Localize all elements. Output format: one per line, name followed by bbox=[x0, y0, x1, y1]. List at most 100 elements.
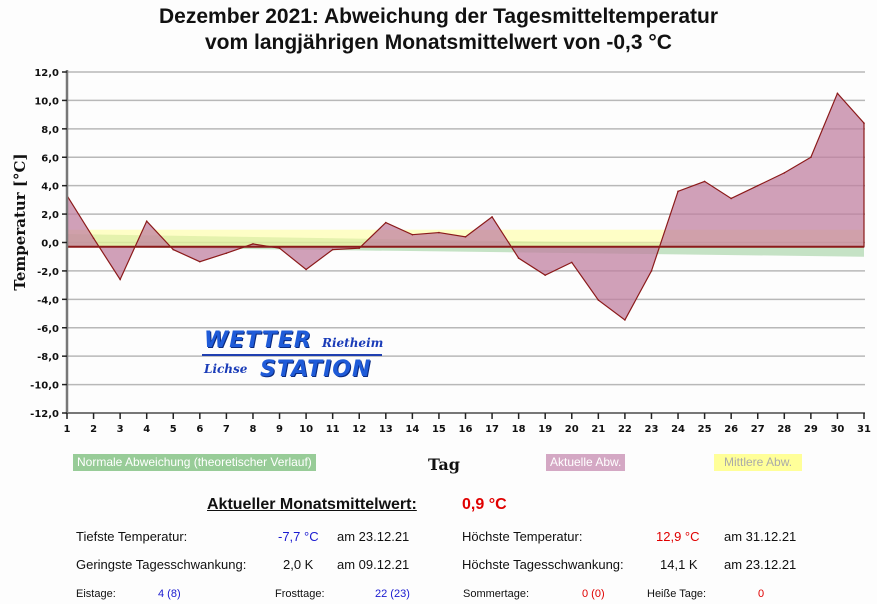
y-tick-label: 8,0 bbox=[41, 125, 59, 136]
data-point bbox=[730, 197, 732, 200]
x-tick-label: 14 bbox=[405, 424, 419, 435]
x-tick-label: 1 bbox=[64, 424, 71, 435]
x-tick-label: 12 bbox=[352, 424, 366, 435]
min-range-date: am 09.12.21 bbox=[337, 557, 410, 572]
data-point bbox=[570, 261, 573, 264]
max-range-value: 14,1 K bbox=[660, 557, 698, 572]
hot-days-label: Heiße Tage: bbox=[647, 588, 707, 600]
summer-days-value: 0 (0) bbox=[582, 588, 605, 600]
data-point bbox=[358, 247, 361, 249]
data-point bbox=[836, 92, 839, 95]
y-tick-label: 10,0 bbox=[34, 96, 59, 107]
data-point bbox=[810, 156, 812, 159]
legend-actual: Aktuelle Abw. bbox=[546, 454, 626, 471]
x-tick-label: 6 bbox=[196, 424, 203, 435]
data-point bbox=[650, 270, 653, 272]
x-tick-label: 20 bbox=[565, 424, 579, 435]
data-point bbox=[703, 180, 706, 183]
data-point bbox=[92, 237, 95, 240]
summer-days-label: Sommertage: bbox=[463, 588, 530, 600]
min-range-label: Geringste Tagesschwankung: bbox=[76, 557, 247, 572]
x-tick-label: 18 bbox=[512, 424, 526, 435]
logo-wetter: WETTER bbox=[204, 328, 312, 353]
chart-title: Dezember 2021: Abweichung der Tagesmitte… bbox=[159, 5, 718, 28]
min-temp-date: am 23.12.21 bbox=[337, 529, 410, 544]
x-tick-label: 13 bbox=[379, 424, 393, 435]
y-tick-label: -6,0 bbox=[37, 324, 59, 335]
x-tick-label: 16 bbox=[459, 424, 473, 435]
legend-mean: Mittlere Abw. bbox=[714, 454, 803, 471]
y-tick-label: -4,0 bbox=[37, 295, 59, 306]
logo-rietheim: Rietheim bbox=[322, 336, 384, 350]
data-point bbox=[119, 278, 121, 281]
series bbox=[66, 92, 865, 321]
monthly-mean-label: Aktueller Monatsmittelwert: bbox=[207, 496, 417, 513]
data-point bbox=[863, 122, 865, 124]
x-tick-label: 30 bbox=[830, 424, 844, 435]
logo-lichse: Lichse bbox=[204, 362, 248, 376]
actual-deviation-area bbox=[66, 92, 865, 321]
chart-area: 12,0 10,0 8,0 6,0 4,0 2,0 0,0 -2,0 -4,0 -6,0 -8,0 -… bbox=[30, 68, 871, 435]
data-point bbox=[491, 216, 493, 218]
data-point bbox=[252, 243, 254, 245]
data-point bbox=[597, 299, 600, 301]
x-tick-label: 26 bbox=[724, 424, 738, 435]
x-tick-label: 27 bbox=[751, 424, 765, 435]
data-point bbox=[756, 184, 759, 187]
max-temp-date: am 31.12.21 bbox=[724, 529, 797, 544]
y-tick-label: -8,0 bbox=[37, 352, 59, 363]
x-tick-label: 5 bbox=[170, 424, 177, 435]
logo-station: STATION bbox=[260, 357, 372, 382]
wetterstation-logo: WETTER Rietheim Lichse STATION bbox=[202, 328, 384, 383]
y-tick-label: 4,0 bbox=[41, 182, 59, 193]
data-point bbox=[172, 248, 175, 251]
frost-days-label: Frosttage: bbox=[275, 588, 325, 600]
x-tick-label: 28 bbox=[777, 424, 791, 435]
x-tick-label: 10 bbox=[299, 424, 313, 435]
y-ticks: 12,0 10,0 8,0 6,0 4,0 2,0 0,0 -2,0 -4,0 -6,0 -8,0 -… bbox=[30, 68, 67, 420]
data-point bbox=[517, 257, 520, 259]
y-axis-label: Temperatur [°C] bbox=[11, 153, 29, 291]
data-point bbox=[199, 260, 201, 263]
frost-days-value: 22 (23) bbox=[375, 588, 410, 600]
data-point bbox=[677, 190, 679, 193]
data-point bbox=[438, 231, 440, 234]
x-tick-label: 29 bbox=[804, 424, 818, 435]
x-tick-label: 3 bbox=[117, 424, 124, 435]
x-axis-label: Tag bbox=[428, 455, 460, 474]
y-tick-label: 2,0 bbox=[41, 210, 59, 221]
x-tick-label: 24 bbox=[671, 424, 685, 435]
x-tick-label: 11 bbox=[326, 424, 340, 435]
min-temp-value: -7,7 °C bbox=[278, 529, 319, 544]
x-tick-label: 7 bbox=[223, 424, 230, 435]
y-tick-label: 12,0 bbox=[34, 68, 59, 79]
data-point bbox=[544, 274, 546, 276]
y-tick-label: -2,0 bbox=[37, 267, 59, 278]
x-tick-label: 21 bbox=[591, 424, 605, 435]
data-point bbox=[385, 221, 387, 224]
y-tick-label: -12,0 bbox=[30, 409, 59, 420]
max-range-label: Höchste Tagesschwankung: bbox=[462, 557, 624, 572]
y-tick-label: -10,0 bbox=[30, 381, 59, 392]
x-tick-label: 19 bbox=[538, 424, 552, 435]
data-point bbox=[624, 319, 626, 321]
x-tick-label: 4 bbox=[143, 424, 150, 435]
data-point bbox=[145, 220, 148, 222]
chart-subtitle: vom langjährigen Monatsmittelwert von -0… bbox=[205, 31, 672, 54]
data-point bbox=[225, 252, 228, 254]
monthly-mean-value: 0,9 °C bbox=[462, 496, 507, 513]
data-point bbox=[464, 236, 467, 238]
min-temp-label: Tiefste Temperatur: bbox=[76, 529, 188, 544]
x-ticks: 1 2 3 4 5 6 7 8 9 10 11 12 13 14 15 16 17 18 19 20 21 22 23 24 2… bbox=[64, 413, 871, 435]
x-tick-label: 15 bbox=[432, 424, 446, 435]
x-tick-label: 9 bbox=[276, 424, 283, 435]
max-temp-value: 12,9 °C bbox=[656, 529, 700, 544]
x-tick-label: 31 bbox=[857, 424, 871, 435]
logo-divider bbox=[202, 354, 382, 356]
x-tick-label: 22 bbox=[618, 424, 632, 435]
y-tick-label: 6,0 bbox=[41, 153, 59, 164]
x-tick-label: 25 bbox=[698, 424, 712, 435]
data-point bbox=[305, 268, 307, 271]
x-tick-label: 2 bbox=[90, 424, 97, 435]
max-temp-label: Höchste Temperatur: bbox=[462, 529, 583, 544]
